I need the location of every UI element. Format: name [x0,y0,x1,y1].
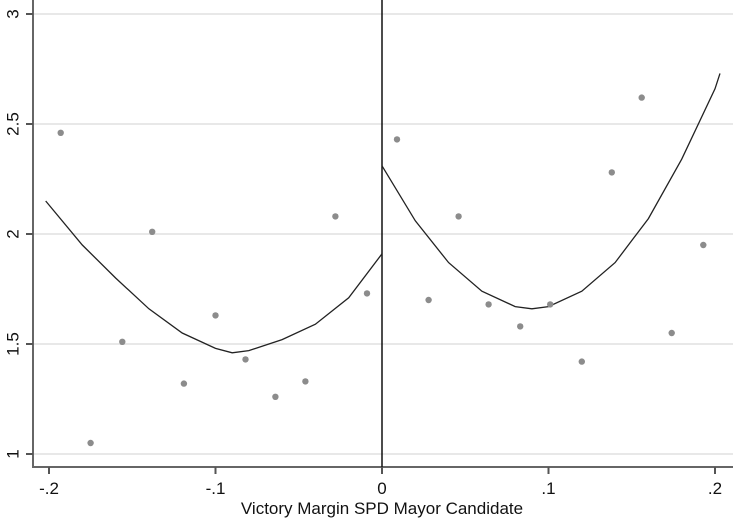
data-point [363,290,371,297]
data-point [393,136,401,143]
data-point [638,94,645,101]
data-point [272,393,279,400]
y-tick-label: 3 [3,9,22,18]
data-point [700,241,707,249]
data-point [332,213,339,220]
data-point [485,301,492,308]
x-axis-title: Victory Margin SPD Mayor Candidate [241,499,523,518]
x-tick-label: -.1 [206,479,226,498]
data-point [212,312,219,319]
y-tick-label: 2.5 [3,112,22,136]
x-tick-label: 0 [377,479,386,498]
data-point [180,380,188,387]
data-point [547,301,554,308]
data-point [149,228,156,235]
x-axis-ticks: -.2 -.1 0 .1 .2 [39,467,722,498]
gridlines [34,13,733,455]
y-tick-label: 1 [3,449,22,458]
data-point [517,323,524,330]
fit-lines [45,73,721,354]
fit-curve [381,73,721,310]
data-point [608,169,615,176]
x-tick-label: .2 [708,479,722,498]
data-point [455,213,462,220]
y-axis-ticks: 1 1.5 2 2.5 3 [3,9,33,459]
data-point [119,338,126,345]
data-point [242,356,249,363]
data-point [578,358,585,365]
x-tick-label: -.2 [39,479,59,498]
y-tick-label: 2 [3,229,22,238]
scatter-points [57,94,707,447]
data-point [57,129,64,136]
y-tick-label: 1.5 [3,332,22,356]
data-point [425,296,432,304]
data-point [87,439,94,447]
data-point [668,329,675,337]
fit-curve [45,200,383,354]
data-point [302,378,309,385]
x-tick-label: .1 [541,479,555,498]
